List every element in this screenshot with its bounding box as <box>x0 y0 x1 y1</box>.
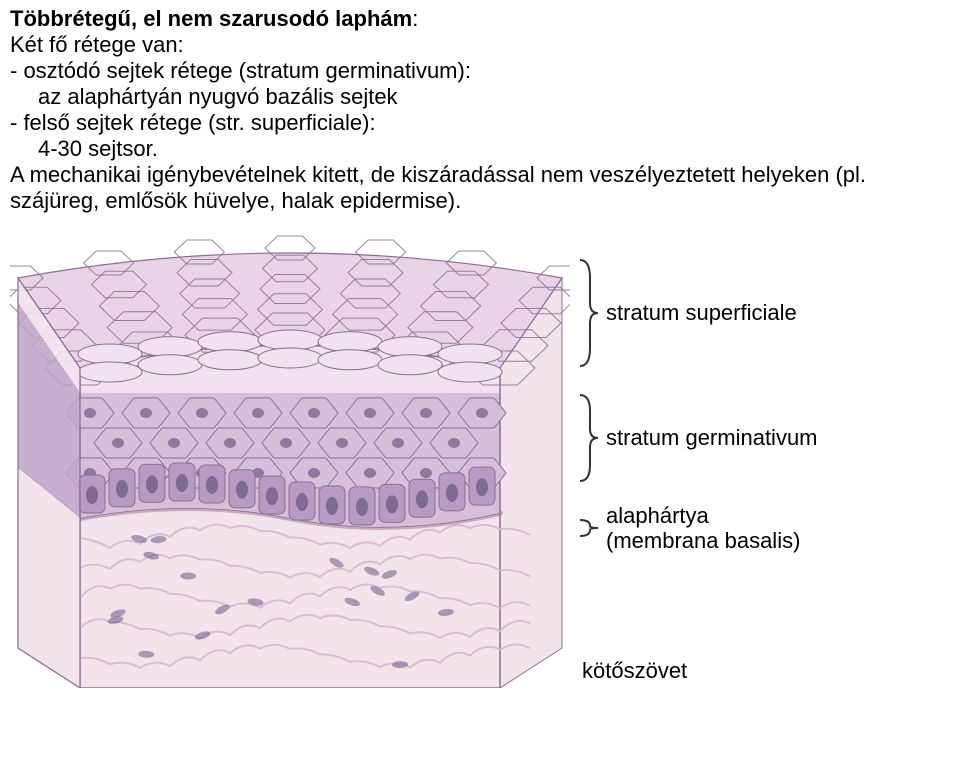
line-1: Két fő rétege van: <box>10 32 950 58</box>
brace-icon <box>576 393 600 483</box>
label-basalis: alaphártya (membrana basalis) <box>576 503 800 554</box>
label-basalis-l1: alaphártya <box>606 503 709 528</box>
brace-icon <box>576 518 600 538</box>
line-6: A mechanikai igénybevételnek kitett, de … <box>10 162 950 214</box>
label-germinativum: stratum germinativum <box>576 393 818 483</box>
label-superficiale: stratum superficiale <box>576 258 797 368</box>
line-5: 4-30 sejtsor. <box>10 136 950 162</box>
title: Többrétegű, el nem szarusodó laphám: <box>10 6 950 32</box>
brace-icon <box>576 258 600 368</box>
label-basalis-l2: (membrana basalis) <box>606 528 800 553</box>
label-germinativum-text: stratum germinativum <box>606 425 818 451</box>
label-kotoszovet-text: kötőszövet <box>582 658 687 684</box>
line-3: az alaphártyán nyugvó bazális sejtek <box>10 84 950 110</box>
line-4: - felső sejtek rétege (str. superficiale… <box>10 110 950 136</box>
epithelium-diagram <box>10 218 570 694</box>
label-kotoszovet: kötőszövet <box>576 658 687 684</box>
label-basalis-text: alaphártya (membrana basalis) <box>606 503 800 554</box>
label-superficiale-text: stratum superficiale <box>606 300 797 326</box>
title-punct: : <box>412 6 418 31</box>
figure-row: stratum superficiale stratum germinativu… <box>10 218 950 694</box>
title-strong: Többrétegű, el nem szarusodó laphám <box>10 6 412 31</box>
line-2: - osztódó sejtek rétege (stratum germina… <box>10 58 950 84</box>
